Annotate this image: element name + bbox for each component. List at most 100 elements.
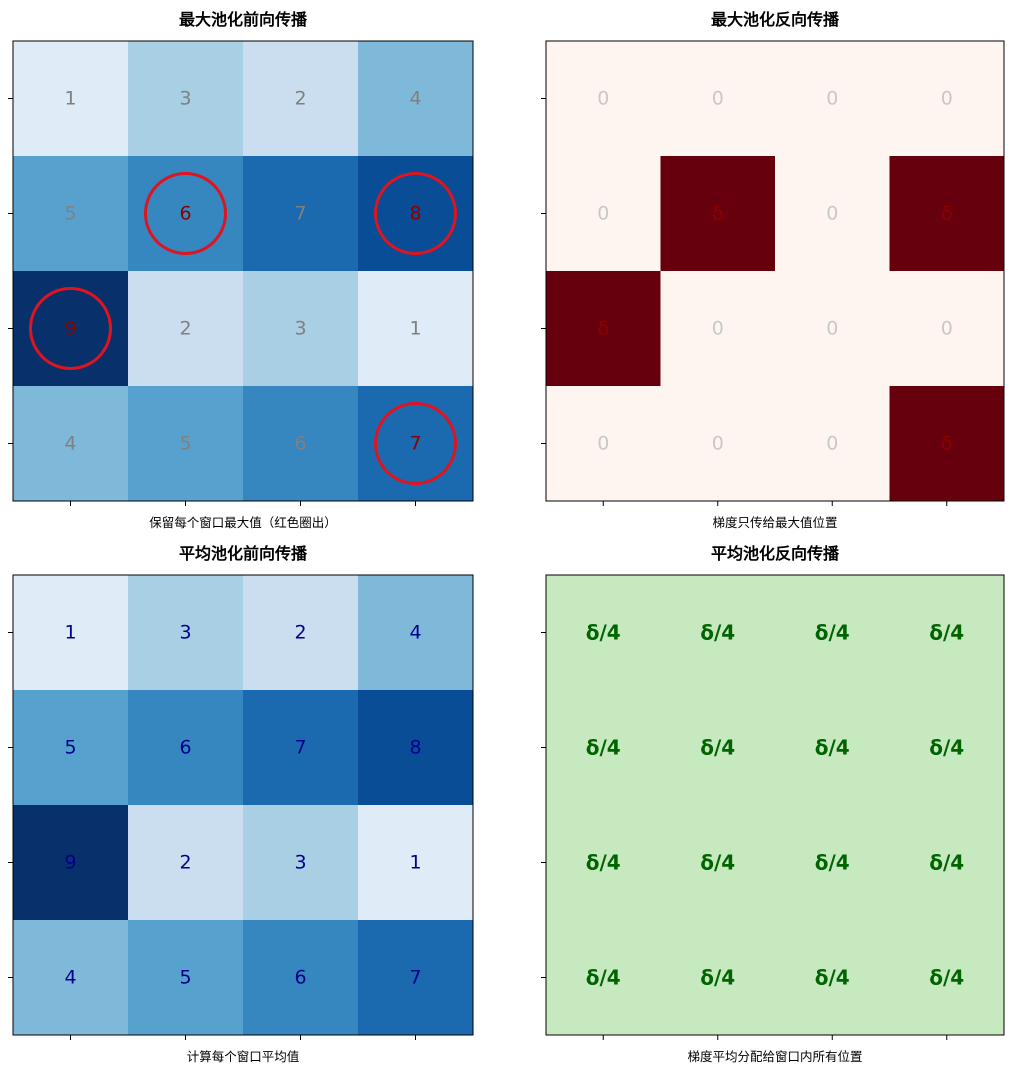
cell-label: 0 [597,88,609,110]
max-circle [144,172,227,255]
cell-label: δ [941,433,953,455]
cell-label: 6 [179,737,191,759]
cell-label: 7 [294,737,306,759]
x-axis-label: 保留每个窗口最大值（红色圈出） [149,515,337,530]
heatmap-cell [358,690,474,806]
max-circle [374,402,457,485]
heatmap-cell [660,805,776,921]
cell-label: δ [712,203,724,225]
heatmap-cell [660,386,776,502]
cell-label: 4 [409,88,421,110]
heatmap-cell [660,690,776,806]
chart-title: 平均池化前向传播 [178,544,307,563]
heatmap-cell [546,156,661,272]
cell-label: δ/4 [929,736,964,760]
plot-frame [545,40,1005,502]
cell-label: 3 [294,852,306,874]
cell-label: 0 [941,88,953,110]
heatmap-cell [889,271,1005,387]
heatmap-cell [546,805,661,921]
heatmap-cell [358,805,474,921]
cell-label: 1 [409,852,421,874]
heatmap-cell [243,156,359,272]
heatmap-cell [775,156,890,272]
plot-frame [12,574,474,1036]
heatmap-cell [243,575,359,691]
cell-label: 5 [179,433,191,455]
cell-label: 9 [64,852,76,874]
cell-label: δ/4 [815,621,850,645]
heatmap-cell [660,575,776,691]
heatmap-cell [889,156,1005,272]
cell-label: δ/4 [586,851,621,875]
cell-label: 5 [179,967,191,989]
heatmap-cell [660,271,776,387]
heatmap-cell [546,386,661,502]
heatmap-cell [775,575,890,691]
cell-label: δ/4 [815,736,850,760]
heatmap-cell [889,386,1005,502]
heatmap-cell [128,575,244,691]
heatmap-cell [13,805,129,921]
cell-label: 0 [941,318,953,340]
heatmap-cell [243,271,359,387]
cell-label: δ/4 [700,736,735,760]
cell-label: δ/4 [586,736,621,760]
cell-label: 4 [64,967,76,989]
cell-label: 0 [826,203,838,225]
heatmap-cell [546,690,661,806]
heatmap-cell [660,156,776,272]
heatmap-cell [546,271,661,387]
cell-label: δ/4 [700,966,735,990]
cell-label: 5 [64,737,76,759]
cell-label: 1 [64,622,76,644]
heatmap-cell [13,920,129,1036]
cell-label: 2 [294,88,306,110]
cell-label: δ/4 [700,851,735,875]
heatmap-cell [775,41,890,157]
cell-label: δ [941,203,953,225]
cell-label: 6 [179,203,191,225]
cell-label: 7 [294,203,306,225]
heatmap-cell [775,920,890,1036]
cell-label: δ/4 [929,966,964,990]
max-circle [374,172,457,255]
cell-label: 8 [409,737,421,759]
x-axis-label: 梯度平均分配给窗口内所有位置 [687,1049,863,1064]
heatmap-cell [358,920,474,1036]
heatmap-cell [889,920,1005,1036]
heatmap-cell [546,41,661,157]
cell-label: 9 [64,318,76,340]
cell-label: 7 [409,967,421,989]
cell-label: 0 [597,203,609,225]
heatmap-cell [128,386,244,502]
heatmap-cell [128,805,244,921]
cell-label: 0 [826,318,838,340]
cell-label: δ/4 [929,621,964,645]
cell-label: δ/4 [815,851,850,875]
cell-label: 0 [712,433,724,455]
cell-label: 3 [179,622,191,644]
cell-label: 3 [294,318,306,340]
heatmap-cell [775,271,890,387]
heatmap-cell [128,41,244,157]
x-axis-label: 梯度只传给最大值位置 [712,515,838,530]
heatmap-cell [128,271,244,387]
cell-label: 0 [712,318,724,340]
cell-label: 1 [409,318,421,340]
cell-label: 4 [409,622,421,644]
heatmap-cell [13,690,129,806]
cell-label: 2 [179,318,191,340]
heatmap-cell [546,575,661,691]
heatmap-cell [13,386,129,502]
plot-frame [12,40,474,502]
heatmap-cell [128,920,244,1036]
cell-label: 1 [64,88,76,110]
cell-label: δ/4 [815,966,850,990]
heatmap-cell [358,271,474,387]
heatmap-cell [775,805,890,921]
heatmap-cell [660,41,776,157]
heatmap-cell [13,575,129,691]
